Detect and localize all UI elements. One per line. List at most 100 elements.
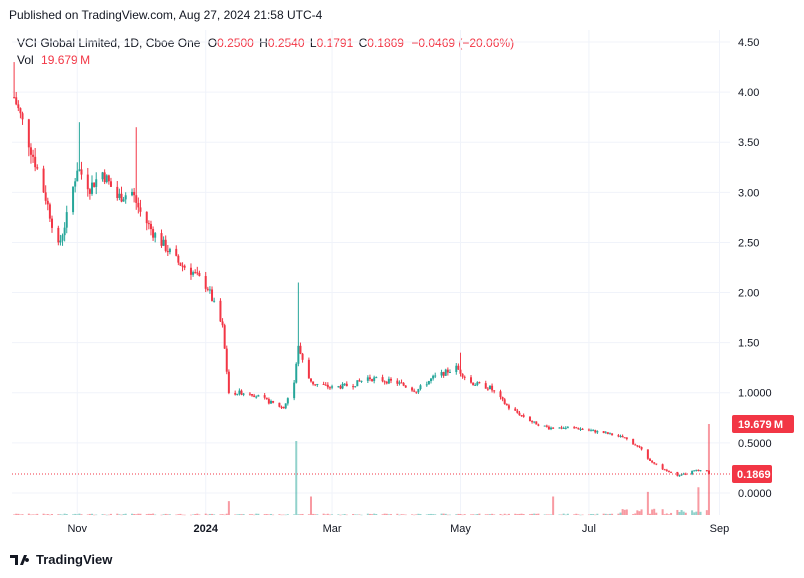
candle-body xyxy=(560,427,563,429)
volume-bar xyxy=(459,513,462,515)
candle-body xyxy=(76,170,79,182)
candle-body xyxy=(131,191,134,196)
volume-bar xyxy=(297,514,300,515)
volume-bar xyxy=(651,509,654,515)
volume-bar xyxy=(486,514,489,515)
volume-bar xyxy=(32,514,35,515)
volume-bar xyxy=(448,514,451,516)
volume-bar xyxy=(552,496,555,515)
volume-bar xyxy=(623,509,626,515)
candle-body xyxy=(682,473,685,475)
volume-bar xyxy=(636,510,639,515)
volume-bar xyxy=(398,514,401,516)
candle-body xyxy=(581,428,584,430)
volume-bar xyxy=(470,514,473,515)
candle-body xyxy=(63,227,66,236)
candle-body xyxy=(411,387,414,391)
candle-body xyxy=(122,199,125,202)
volume-bar xyxy=(324,514,327,515)
candle-body xyxy=(265,397,268,400)
volume-bar xyxy=(537,513,540,515)
volume-bar xyxy=(543,514,546,515)
volume-bar xyxy=(13,514,16,515)
volume-bar xyxy=(634,513,637,515)
candle-body xyxy=(278,402,281,407)
volume-bar xyxy=(168,514,171,515)
volume-bar xyxy=(251,514,254,515)
volume-bar xyxy=(280,514,283,516)
volume-bar xyxy=(411,514,414,515)
time-axis[interactable]: Nov 2024 Mar May Jul Sep xyxy=(67,523,729,535)
volume-bar xyxy=(78,513,81,515)
candle-body xyxy=(661,464,664,470)
volume-bar xyxy=(166,514,169,515)
candle-body xyxy=(533,421,536,423)
volume-bar xyxy=(238,514,241,515)
x-tick-label: May xyxy=(450,523,471,535)
volume-bar xyxy=(516,514,519,515)
candle-body xyxy=(545,425,548,427)
volume-bar xyxy=(663,514,666,515)
volume-bar xyxy=(309,496,312,515)
candle-body xyxy=(507,405,510,409)
candle-body xyxy=(442,372,445,376)
candle-body xyxy=(705,470,708,472)
volume-bar xyxy=(88,513,91,515)
candle-body xyxy=(625,437,628,439)
candle-body xyxy=(680,474,683,476)
volume-bar xyxy=(444,513,447,515)
volume-bar xyxy=(27,513,30,515)
candle-body xyxy=(154,233,157,238)
volume-bar xyxy=(478,513,481,515)
candle-body xyxy=(356,380,359,387)
volume-bar xyxy=(368,513,371,515)
volume-bar xyxy=(611,513,614,515)
candle-body xyxy=(57,227,60,243)
volume-bar xyxy=(19,514,22,515)
volume-bar xyxy=(564,514,567,516)
volume-bar xyxy=(312,513,315,515)
candle-body xyxy=(337,386,340,388)
candle-body xyxy=(74,181,77,187)
candle-body xyxy=(328,387,331,389)
candle-body xyxy=(46,200,49,205)
volume-bar xyxy=(419,514,422,515)
volume-bar xyxy=(455,514,458,515)
volume-bar xyxy=(265,514,268,515)
candle-body xyxy=(137,202,140,208)
volume-bar xyxy=(46,514,49,515)
candle-body xyxy=(617,435,620,437)
volume-bar xyxy=(80,514,83,515)
candle-body xyxy=(316,383,319,385)
volume-bar xyxy=(625,509,628,515)
candle-body xyxy=(501,397,504,400)
volume-bar xyxy=(48,514,51,516)
volume-bar xyxy=(381,514,384,515)
volume-bar xyxy=(95,514,98,516)
vol-label: Vol xyxy=(17,53,34,67)
volume-bar xyxy=(93,514,96,516)
candle-body xyxy=(251,394,254,396)
volume-bar xyxy=(518,513,521,515)
candle-body xyxy=(402,383,405,386)
volume-bar xyxy=(107,514,110,516)
volume-bar xyxy=(653,508,656,515)
candle-body xyxy=(474,384,477,386)
candle-body xyxy=(192,272,195,275)
volume-bar xyxy=(474,514,477,516)
volume-bar xyxy=(354,514,357,515)
candle-body xyxy=(547,426,550,430)
ohlc-legend: VCI Global Limited, 1D, Cboe One O0.2500… xyxy=(17,36,514,50)
volume-bar xyxy=(147,513,150,515)
candle-body xyxy=(476,382,479,385)
candle-body xyxy=(695,469,698,471)
volume-bar xyxy=(284,514,287,516)
y-tick-label: 3.50 xyxy=(738,137,759,149)
candle-body xyxy=(196,272,199,274)
volume-bar xyxy=(21,514,24,515)
volume-bar xyxy=(697,487,700,515)
footer-brand[interactable]: TradingView xyxy=(10,552,112,567)
candle-body xyxy=(486,388,489,390)
price-axis[interactable]: 4.50 4.00 3.50 3.00 2.50 2.00 1.50 1.0000 0.5000… xyxy=(738,37,772,500)
